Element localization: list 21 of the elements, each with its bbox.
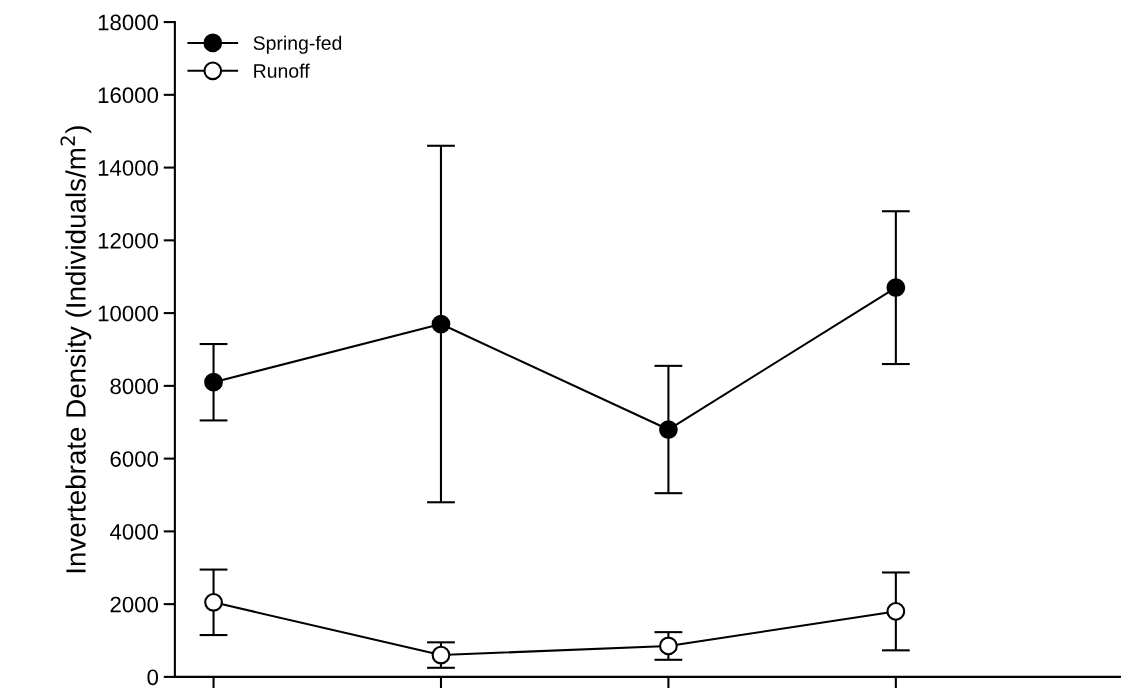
y-axis-title: Invertebrate Density (Individuals/m$^{2}$) xyxy=(60,126,92,573)
y-tick-label: 14000 xyxy=(98,160,159,176)
point xyxy=(659,420,678,439)
legend-label: Spring-fed xyxy=(253,35,342,54)
y-tick-label: 18000 xyxy=(98,14,159,31)
y-tick-label: 10000 xyxy=(98,305,159,322)
y-tick-label: 0 xyxy=(147,669,159,686)
point xyxy=(431,314,451,334)
point xyxy=(431,645,451,665)
point xyxy=(204,592,223,612)
y-tick-label: 16000 xyxy=(98,87,159,104)
point xyxy=(204,372,223,392)
point xyxy=(886,278,906,298)
legend-label: Runoff xyxy=(254,63,310,78)
point xyxy=(886,602,906,621)
y-tick-label: 2000 xyxy=(110,596,159,613)
y-tick-label: 8000 xyxy=(110,378,159,395)
y-tick-label: 4000 xyxy=(109,523,159,540)
y-tick-label: 12000 xyxy=(98,232,159,249)
point xyxy=(659,636,678,656)
y-tick-label: 6000 xyxy=(110,451,159,467)
